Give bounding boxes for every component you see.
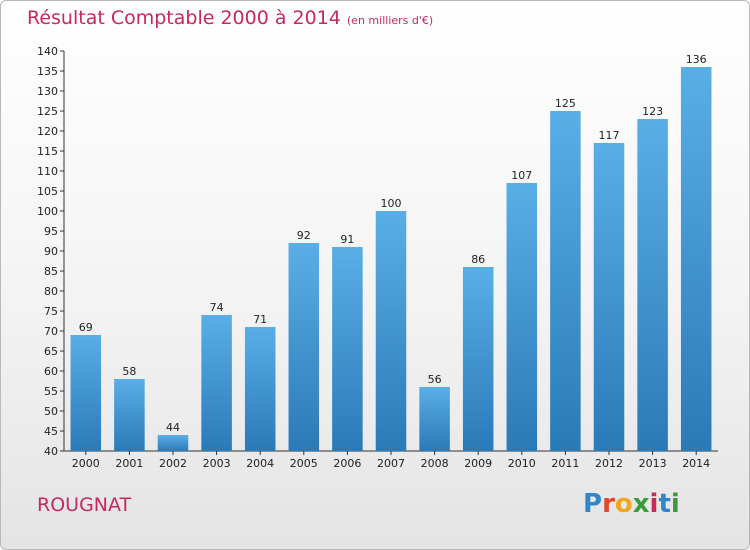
data-label: 69 bbox=[79, 321, 93, 334]
logo-letter: i bbox=[649, 489, 659, 519]
data-label: 123 bbox=[642, 105, 663, 118]
y-tick-label: 60 bbox=[44, 365, 58, 378]
y-tick-label: 55 bbox=[44, 385, 58, 398]
bar bbox=[593, 143, 625, 451]
x-tick-label: 2007 bbox=[377, 457, 405, 470]
y-tick-label: 115 bbox=[37, 145, 58, 158]
y-tick-label: 125 bbox=[37, 105, 58, 118]
y-tick-label: 85 bbox=[44, 265, 58, 278]
bar bbox=[637, 119, 668, 451]
bar bbox=[244, 327, 276, 451]
bar bbox=[462, 267, 494, 451]
x-tick-label: 2002 bbox=[159, 457, 187, 470]
data-label: 71 bbox=[253, 313, 267, 326]
bar bbox=[506, 183, 538, 451]
x-tick-label: 2003 bbox=[203, 457, 231, 470]
x-tick-label: 2005 bbox=[290, 457, 318, 470]
data-label: 74 bbox=[210, 301, 224, 314]
y-tick-label: 50 bbox=[44, 405, 58, 418]
y-tick-label: 90 bbox=[44, 245, 58, 258]
chart-subtitle: (en milliers d'€) bbox=[346, 14, 434, 27]
bar bbox=[332, 247, 363, 451]
y-tick-label: 140 bbox=[37, 45, 58, 58]
data-label: 56 bbox=[428, 373, 442, 386]
proxiti-logo: Proxiti bbox=[583, 489, 680, 519]
bar bbox=[375, 211, 407, 451]
data-label: 125 bbox=[555, 97, 576, 110]
logo-letter: i bbox=[670, 489, 680, 519]
y-tick-label: 40 bbox=[44, 445, 58, 458]
data-label: 91 bbox=[340, 233, 354, 246]
y-tick-label: 135 bbox=[37, 65, 58, 78]
x-tick-label: 2012 bbox=[595, 457, 623, 470]
chart-title: Résultat Comptable 2000 à 2014 (en millie… bbox=[27, 7, 433, 29]
x-tick-label: 2001 bbox=[115, 457, 143, 470]
y-tick-label: 130 bbox=[37, 85, 58, 98]
y-tick-label: 120 bbox=[37, 125, 58, 138]
bar bbox=[419, 387, 450, 451]
x-tick-label: 2014 bbox=[682, 457, 710, 470]
bar bbox=[157, 435, 189, 451]
chart-title-text: Résultat Comptable 2000 à 2014 bbox=[27, 7, 341, 29]
x-tick-label: 2011 bbox=[551, 457, 579, 470]
y-tick-label: 110 bbox=[37, 165, 58, 178]
y-tick-label: 95 bbox=[44, 225, 58, 238]
data-label: 107 bbox=[511, 169, 532, 182]
y-tick-label: 75 bbox=[44, 305, 58, 318]
y-tick-label: 100 bbox=[37, 205, 58, 218]
x-tick-label: 2010 bbox=[508, 457, 536, 470]
data-label: 44 bbox=[166, 421, 180, 434]
logo-letter: x bbox=[632, 489, 650, 519]
x-tick-label: 2000 bbox=[72, 457, 100, 470]
y-tick-label: 80 bbox=[44, 285, 58, 298]
x-tick-label: 2013 bbox=[639, 457, 667, 470]
data-label: 117 bbox=[599, 129, 620, 142]
x-tick-label: 2009 bbox=[464, 457, 492, 470]
y-tick-label: 45 bbox=[44, 425, 58, 438]
logo-letter: r bbox=[602, 489, 615, 519]
x-tick-label: 2008 bbox=[421, 457, 449, 470]
bar bbox=[114, 379, 145, 451]
bar bbox=[70, 335, 102, 451]
data-label: 100 bbox=[381, 197, 402, 210]
logo-letter: P bbox=[583, 489, 603, 519]
data-label: 136 bbox=[686, 53, 707, 66]
x-tick-label: 2004 bbox=[246, 457, 274, 470]
x-tick-label: 2006 bbox=[333, 457, 361, 470]
logo-letter: t bbox=[658, 489, 671, 519]
bar bbox=[550, 111, 581, 451]
y-tick-label: 105 bbox=[37, 185, 58, 198]
data-label: 92 bbox=[297, 229, 311, 242]
bar bbox=[201, 315, 232, 451]
data-label: 86 bbox=[471, 253, 485, 266]
bar bbox=[680, 67, 712, 451]
logo-letter: o bbox=[614, 489, 633, 519]
y-tick-label: 70 bbox=[44, 325, 58, 338]
data-label: 58 bbox=[122, 365, 136, 378]
y-tick-label: 65 bbox=[44, 345, 58, 358]
bar bbox=[288, 243, 320, 451]
commune-name: ROUGNAT bbox=[37, 494, 132, 516]
